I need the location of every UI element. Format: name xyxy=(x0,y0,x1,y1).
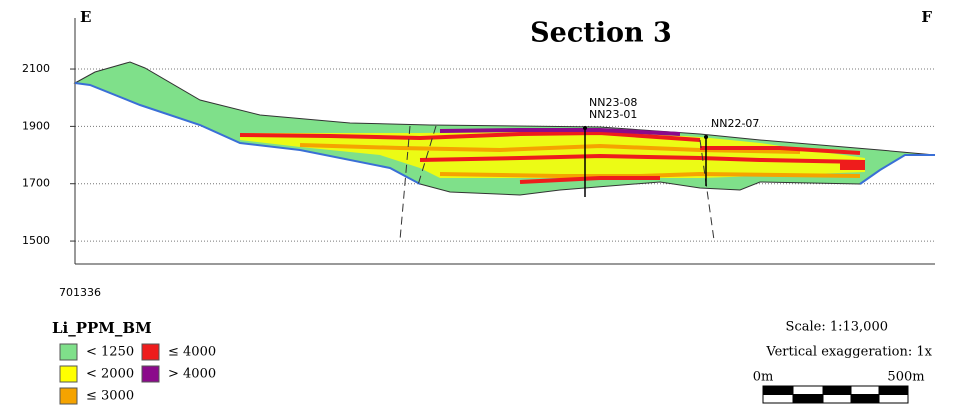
legend-label: < 1250 xyxy=(86,345,134,360)
band xyxy=(419,153,866,164)
x-axis-label: 701336 xyxy=(59,286,101,299)
y-tick-label: 2100 xyxy=(22,62,50,75)
scale-segment xyxy=(822,385,852,395)
legend-swatch xyxy=(59,365,78,383)
y-tick-label: 1900 xyxy=(22,119,50,132)
scale-segment xyxy=(762,385,794,395)
band xyxy=(239,130,701,142)
scale-text: Scale: 1:13,000 xyxy=(786,320,888,335)
legend-label: ≤ 4000 xyxy=(168,345,216,360)
drillhole-label: NN23-01 xyxy=(589,108,637,121)
fault xyxy=(699,139,715,241)
band xyxy=(519,176,660,184)
title: Section 3 xyxy=(530,18,672,49)
scale-segment xyxy=(792,394,824,404)
base-line xyxy=(859,154,935,185)
scale-bar xyxy=(762,385,909,404)
faults xyxy=(399,125,715,241)
band xyxy=(700,146,861,155)
legend-label: > 4000 xyxy=(168,367,216,382)
legend-label: ≤ 3000 xyxy=(86,389,134,404)
grade-bands xyxy=(239,128,866,184)
y-tick-label: 1500 xyxy=(22,234,50,247)
y-tick-label: 1700 xyxy=(22,177,50,190)
fault xyxy=(399,125,411,241)
scale-bar-label: 0m xyxy=(753,370,774,385)
exaggeration-text: Vertical exaggeration: 1x xyxy=(765,345,932,360)
drillhole-label: NN23-08 xyxy=(589,96,637,109)
corner-label-left: E xyxy=(80,8,91,26)
legend-title: Li_PPM_BM xyxy=(52,319,152,337)
legend-swatch xyxy=(141,365,160,383)
legend: < 1250 ≤ 4000 < 2000 > 4000 ≤ 3000 xyxy=(59,343,216,405)
scale-segment xyxy=(850,394,880,404)
band xyxy=(439,128,681,136)
fault xyxy=(417,125,437,186)
legend-swatch xyxy=(141,343,160,361)
band xyxy=(439,171,861,178)
scale-segment xyxy=(878,385,909,395)
geology xyxy=(73,61,936,196)
scale-bar-label: 500m xyxy=(887,370,924,385)
collar xyxy=(583,126,587,130)
yellow-zone xyxy=(240,131,865,178)
base-line xyxy=(74,82,421,185)
collar xyxy=(704,135,708,139)
corner-label-right: F xyxy=(921,8,932,26)
band xyxy=(299,143,801,154)
legend-swatch xyxy=(59,343,78,361)
legend-label: < 2000 xyxy=(86,367,134,382)
legend-swatch xyxy=(59,387,78,405)
drillhole-label: NN22-07 xyxy=(711,117,759,130)
